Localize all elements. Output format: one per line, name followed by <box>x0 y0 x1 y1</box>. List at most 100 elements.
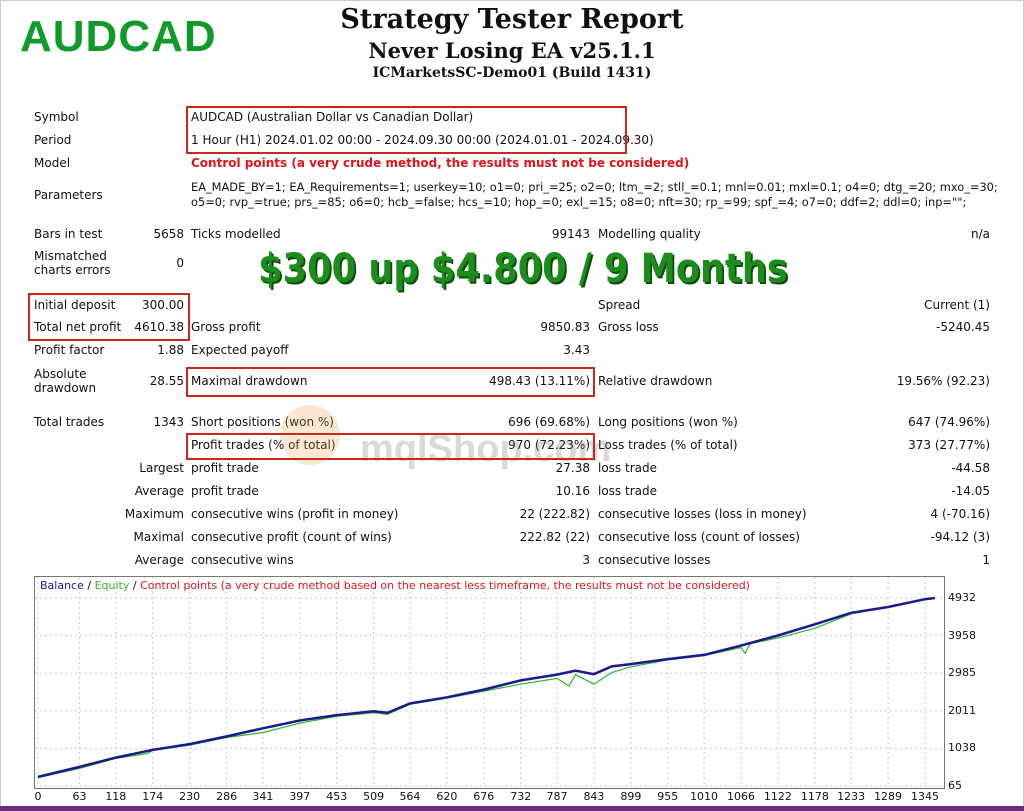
stat-value-3: 19.56% (92.23) <box>896 374 990 388</box>
stat-label-2: consecutive profit (count of wins) <box>191 530 392 544</box>
stat-value-1: 28.55 <box>149 374 184 388</box>
stat-value-1: 300.00 <box>142 298 184 312</box>
stat-label-3: Spread <box>598 298 641 312</box>
stats-row: Mismatched charts errors 0 <box>34 249 990 277</box>
x-tick-label: 397 <box>289 790 311 803</box>
stat-value-1: Largest <box>139 461 184 475</box>
stat-value-2: 970 (72.23%) <box>508 438 590 452</box>
stat-label-2: Gross profit <box>191 320 261 334</box>
parameters-row: Parameters EA_MADE_BY=1; EA_Requirements… <box>34 180 998 210</box>
stat-value-3: n/a <box>970 227 990 241</box>
symbol-value: AUDCAD (Australian Dollar vs Canadian Do… <box>191 110 474 124</box>
report-title: Strategy Tester Report <box>340 4 684 35</box>
stat-label-3: consecutive losses <box>598 553 711 567</box>
stat-value-3: -44.58 <box>951 461 990 475</box>
stat-label-3: loss trade <box>598 461 657 475</box>
headline-banner: $300 up $4.800 / 9 Months <box>258 246 788 292</box>
stat-value-3: 1 <box>982 553 990 567</box>
x-tick-label: 118 <box>105 790 127 803</box>
stat-value-2: 99143 <box>551 227 590 241</box>
stat-value-3: -94.12 (3) <box>930 530 991 544</box>
stat-value-2: 3.43 <box>563 343 590 357</box>
x-tick-label: 341 <box>252 790 274 803</box>
stat-label-3: Relative drawdown <box>598 374 713 388</box>
stat-value-3: 373 (27.77%) <box>908 438 990 452</box>
symbol-row: Symbol AUDCAD (Australian Dollar vs Cana… <box>34 110 473 124</box>
x-tick-label: 899 <box>620 790 642 803</box>
stats-row: Profit factor 1.88 Expected payoff 3.43 <box>34 343 990 357</box>
stats-row: Largest profit trade 27.38 loss trade -44.58 <box>34 461 990 475</box>
stat-label-3: consecutive losses (loss in money) <box>598 507 807 521</box>
highlight-max-drawdown <box>186 367 595 397</box>
parameters-label: Parameters <box>34 188 103 202</box>
x-tick-label: 843 <box>583 790 605 803</box>
x-tick-label: 286 <box>216 790 238 803</box>
stat-label-1: Total trades <box>34 415 105 429</box>
stat-label-3: consecutive loss (count of losses) <box>598 530 800 544</box>
server-name: ICMarketsSC-Demo01 (Build 1431) <box>372 65 652 81</box>
symbol-logo: AUDCAD <box>20 12 217 61</box>
stat-label-3: Modelling quality <box>598 227 701 241</box>
y-tick-label: 2011 <box>948 703 976 717</box>
x-tick-label: 453 <box>326 790 348 803</box>
stat-label-2: Profit trades (% of total) <box>191 438 336 452</box>
stat-value-2: 222.82 (22) <box>519 530 590 544</box>
stat-label-2: Short positions (won %) <box>191 415 334 429</box>
stat-label-2: Maximal drawdown <box>191 374 308 388</box>
y-tick-label: 2985 <box>948 666 976 680</box>
stat-value-1: 0 <box>176 256 184 270</box>
stat-label-1: Profit factor <box>34 343 105 357</box>
stat-value-1: 1343 <box>153 415 184 429</box>
x-tick-label: 230 <box>179 790 201 803</box>
stat-value-3: 4 (-70.16) <box>930 507 991 521</box>
highlight-profit-trades <box>186 433 595 460</box>
stat-label-3: Loss trades (% of total) <box>598 438 738 452</box>
stat-label-3: loss trade <box>598 484 657 498</box>
stat-value-2: 27.38 <box>555 461 590 475</box>
stat-label-1: Bars in test <box>34 227 103 241</box>
report-subtitle: Never Losing EA v25.1.1 <box>368 38 656 63</box>
stat-value-3: -5240.45 <box>936 320 990 334</box>
period-value: 1 Hour (H1) 2024.01.02 00:00 - 2024.09.3… <box>191 133 654 147</box>
stat-label-2: profit trade <box>191 484 259 498</box>
stats-row: Total trades 1343 Short positions (won %) 6… <box>34 415 990 429</box>
x-tick-label: 676 <box>473 790 495 803</box>
period-row: Period 1 Hour (H1) 2024.01.02 00:00 - 20… <box>34 133 654 147</box>
symbol-label: Symbol <box>34 110 79 124</box>
parameters-line-1: EA_MADE_BY=1; EA_Requirements=1; userkey… <box>191 180 998 194</box>
highlight-deposit-profit <box>28 293 190 341</box>
stat-value-2: 10.16 <box>555 484 590 498</box>
period-label: Period <box>34 133 72 147</box>
stat-value-3: Current (1) <box>924 298 990 312</box>
x-tick-label: 732 <box>510 790 532 803</box>
x-tick-label: 1233 <box>837 790 866 803</box>
chart-legend: Balance / Equity / Control points (a ver… <box>40 579 750 592</box>
balance-chart <box>34 576 945 789</box>
x-tick-label: 1066 <box>727 790 755 803</box>
x-tick-label: 1289 <box>874 790 903 803</box>
stat-label-1: Absolute drawdown <box>34 367 97 395</box>
stats-row: Profit trades (% of total) 970 (72.23%) Lo… <box>34 438 990 452</box>
stats-row: Total net profit 4610.38 Gross profit 9850.… <box>34 320 990 334</box>
legend-note: Control points (a very crude method base… <box>140 579 750 592</box>
cart-watermark-icon <box>280 405 340 465</box>
stat-label-3: Gross loss <box>598 320 659 334</box>
stat-value-2: 3 <box>582 553 590 567</box>
stats-row: Absolute drawdown 28.55 Maximal drawdown 49… <box>34 367 990 395</box>
stat-value-3: 647 (74.96%) <box>908 415 990 429</box>
watermark: mqlShop.com <box>360 428 612 470</box>
x-tick-label: 0 <box>34 790 42 803</box>
x-tick-label: 63 <box>72 790 87 803</box>
model-row: Model Control points (a very crude metho… <box>34 156 689 170</box>
stat-value-1: 4610.38 <box>134 320 184 334</box>
stat-label-2: Expected payoff <box>191 343 289 357</box>
stats-row: Maximum consecutive wins (profit in money… <box>34 507 990 521</box>
x-tick-label: 955 <box>657 790 679 803</box>
stat-label-2: consecutive wins (profit in money) <box>191 507 399 521</box>
stat-value-1: 1.88 <box>157 343 184 357</box>
x-tick-label: 564 <box>399 790 421 803</box>
x-tick-label: 1345 <box>911 790 939 803</box>
stat-label-1: Initial deposit <box>34 298 116 312</box>
x-tick-label: 620 <box>436 790 458 803</box>
x-tick-label: 1178 <box>800 790 829 803</box>
